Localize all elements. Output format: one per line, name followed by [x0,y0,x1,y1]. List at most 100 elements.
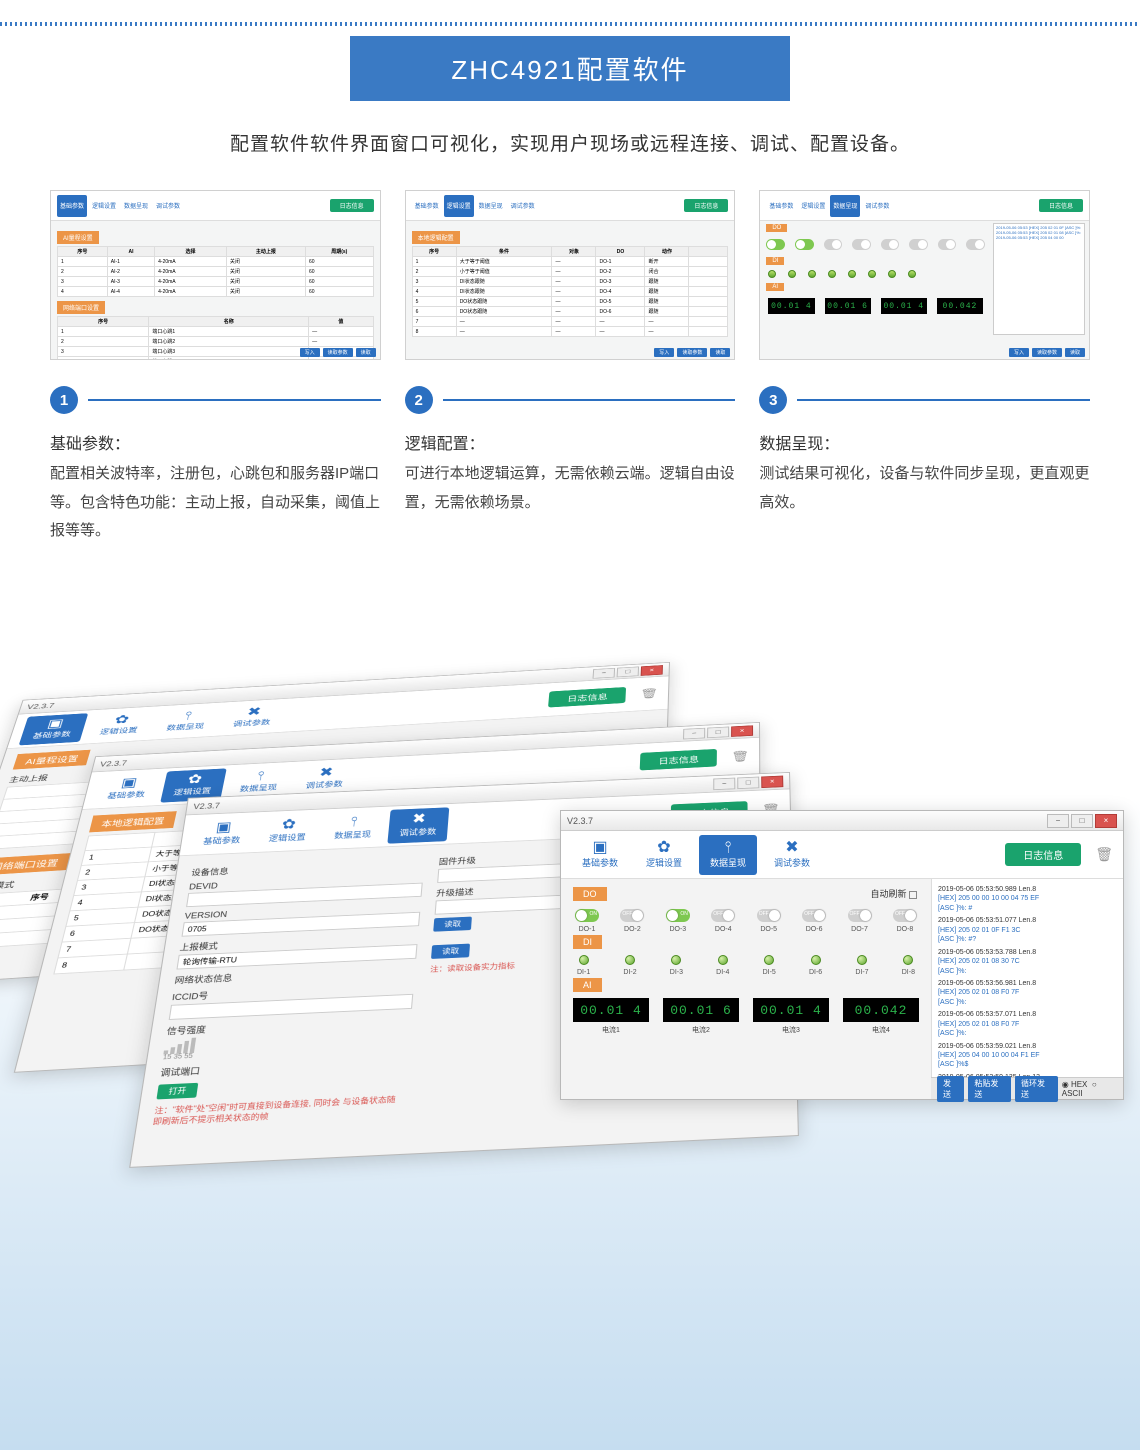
tab-basic[interactable]: ▣基础参数 [94,771,161,805]
tab-basic[interactable]: 基础参数 [766,195,796,217]
do-switch[interactable]: OFF [802,909,826,922]
footer-btn[interactable]: 读取参数 [323,348,353,357]
section-do: DO [573,887,607,901]
close-icon[interactable]: × [761,775,783,787]
tab-data[interactable]: 数据呈现 [121,195,151,217]
do-label: DO-4 [711,926,735,933]
do-switch[interactable] [795,239,814,250]
tab-debug[interactable]: 调试参数 [862,195,892,217]
log-button[interactable]: 日志信息 [548,687,626,708]
footer-btn[interactable]: 读取 [710,348,730,357]
tab-data[interactable]: 数据呈现 [476,195,506,217]
do-switch[interactable] [938,239,957,250]
read-button-2[interactable]: 读取 [431,944,470,959]
do-switch[interactable]: OFF [711,909,735,922]
log-button[interactable]: 日志信息 [640,749,717,771]
tab-basic[interactable]: 基础参数 [412,195,442,217]
settings-icon: ▣ [592,840,607,856]
log-info-button[interactable]: 日志信息 [684,199,728,212]
do-switch[interactable] [852,239,871,250]
footer-btn[interactable]: 读取参数 [677,348,707,357]
do-switch[interactable]: OFF [757,909,781,922]
footer-btn[interactable]: 读取 [1065,348,1085,357]
loop-send-button[interactable]: 循环发送 [1015,1076,1058,1102]
format-radios[interactable]: ◉ HEX ○ ASCII [1062,1080,1117,1098]
send-button[interactable]: 发送 [937,1076,964,1102]
do-switch[interactable]: OFF [893,909,917,922]
tab-logic[interactable]: ✿逻辑设置 [635,835,693,875]
maximize-icon[interactable]: □ [737,776,759,788]
minimize-icon[interactable]: − [713,777,735,789]
di-label: DI-5 [763,969,776,976]
do-switch[interactable] [824,239,843,250]
di-label: DI-1 [577,969,590,976]
tab-logic[interactable]: 逻辑设置 [444,195,474,217]
feature-3: 3 数据呈现： 测试结果可视化，设备与软件同步呈现，更直观更高效。 [759,386,1090,546]
log-info-button[interactable]: 日志信息 [330,199,374,212]
open-serial-button[interactable]: 打开 [156,1083,198,1100]
tab-debug[interactable]: 调试参数 [153,195,183,217]
footer-btn[interactable]: 写入 [300,348,320,357]
tab-data[interactable]: ⫯数据呈现 [699,835,757,875]
tab-data[interactable]: ⫯数据呈现 [153,705,220,737]
di-led [908,270,916,278]
maximize-icon[interactable]: □ [617,666,639,677]
minimize-icon[interactable]: − [593,668,616,679]
window-toolbar: ▣基础参数 ✿逻辑设置 ⫯数据呈现 ✖调试参数 日志信息 🗑 [561,831,1123,879]
do-switch[interactable] [966,239,985,250]
tab-basic[interactable]: ▣基础参数 [190,815,254,852]
do-label: DO-3 [666,926,690,933]
tab-data[interactable]: 数据呈现 [830,195,860,217]
tab-debug[interactable]: 调试参数 [508,195,538,217]
tab-basic[interactable]: ▣基础参数 [571,835,629,875]
trash-icon[interactable]: 🗑 [731,750,749,764]
do-switch[interactable] [766,239,785,250]
ai-lcd: 00.01 4 [881,298,927,314]
log-panel: 2019-05-06 05:53 [HEX] 205 02 01 0F [ASC… [993,223,1085,335]
footer-btn[interactable]: 写入 [1009,348,1029,357]
tab-debug[interactable]: ✖调试参数 [387,807,449,843]
do-switch-row: ONDO-1OFFDO-2ONDO-3OFFDO-4OFFDO-5OFFDO-6… [573,909,919,933]
footer-btn[interactable]: 写入 [654,348,674,357]
read-button[interactable]: 读取 [433,917,472,932]
trash-icon[interactable]: 🗑 [640,687,658,700]
do-switch[interactable]: ON [575,909,599,922]
log-info-button[interactable]: 日志信息 [1039,199,1083,212]
maximize-icon[interactable]: □ [1071,814,1093,828]
do-switch[interactable] [881,239,900,250]
do-switch[interactable]: OFF [848,909,872,922]
paste-send-button[interactable]: 粘贴发送 [968,1076,1011,1102]
maximize-icon[interactable]: □ [707,726,729,738]
auto-refresh-checkbox[interactable] [909,891,917,899]
close-icon[interactable]: × [731,725,753,737]
feature-desc: 测试结果可视化，设备与软件同步呈现，更直观更高效。 [759,460,1090,517]
tab-debug[interactable]: ✖调试参数 [763,835,821,875]
tab-debug[interactable]: ✖调试参数 [220,701,286,733]
minimize-icon[interactable]: − [683,727,705,739]
tab-logic[interactable]: ✿逻辑设置 [86,709,154,741]
trash-icon[interactable]: 🗑 [1095,846,1113,863]
ai-lcd: 00.042 [843,998,919,1022]
footer-btn[interactable]: 读取参数 [1032,348,1062,357]
log-button[interactable]: 日志信息 [1005,843,1081,866]
tab-logic[interactable]: 逻辑设置 [89,195,119,217]
di-led-row [760,268,991,280]
tab-data[interactable]: ⫯数据呈现 [322,810,385,846]
do-switch[interactable]: OFF [620,909,644,922]
minimize-icon[interactable]: − [1047,814,1069,828]
tab-basic[interactable]: ▣基础参数 [19,713,89,745]
tab-logic[interactable]: 逻辑设置 [798,195,828,217]
do-switch[interactable] [909,239,928,250]
thumbnail-1-basic-params: 基础参数 逻辑设置 数据呈现 调试参数 日志信息 AI量程设置 序号AI选择主动… [50,190,381,360]
feature-divider [88,399,381,401]
window-titlebar[interactable]: V2.3.7 −□× [561,811,1123,831]
close-icon[interactable]: × [1095,814,1117,828]
section-ai: AI量程设置 [13,750,91,770]
section-di: DI [766,257,784,265]
close-icon[interactable]: × [641,665,663,676]
footer-btn[interactable]: 读取 [356,348,376,357]
thumb-footer: 写入 读取参数 读取 [654,348,730,357]
do-switch[interactable]: ON [666,909,690,922]
tab-basic[interactable]: 基础参数 [57,195,87,217]
tab-logic[interactable]: ✿逻辑设置 [256,812,319,849]
